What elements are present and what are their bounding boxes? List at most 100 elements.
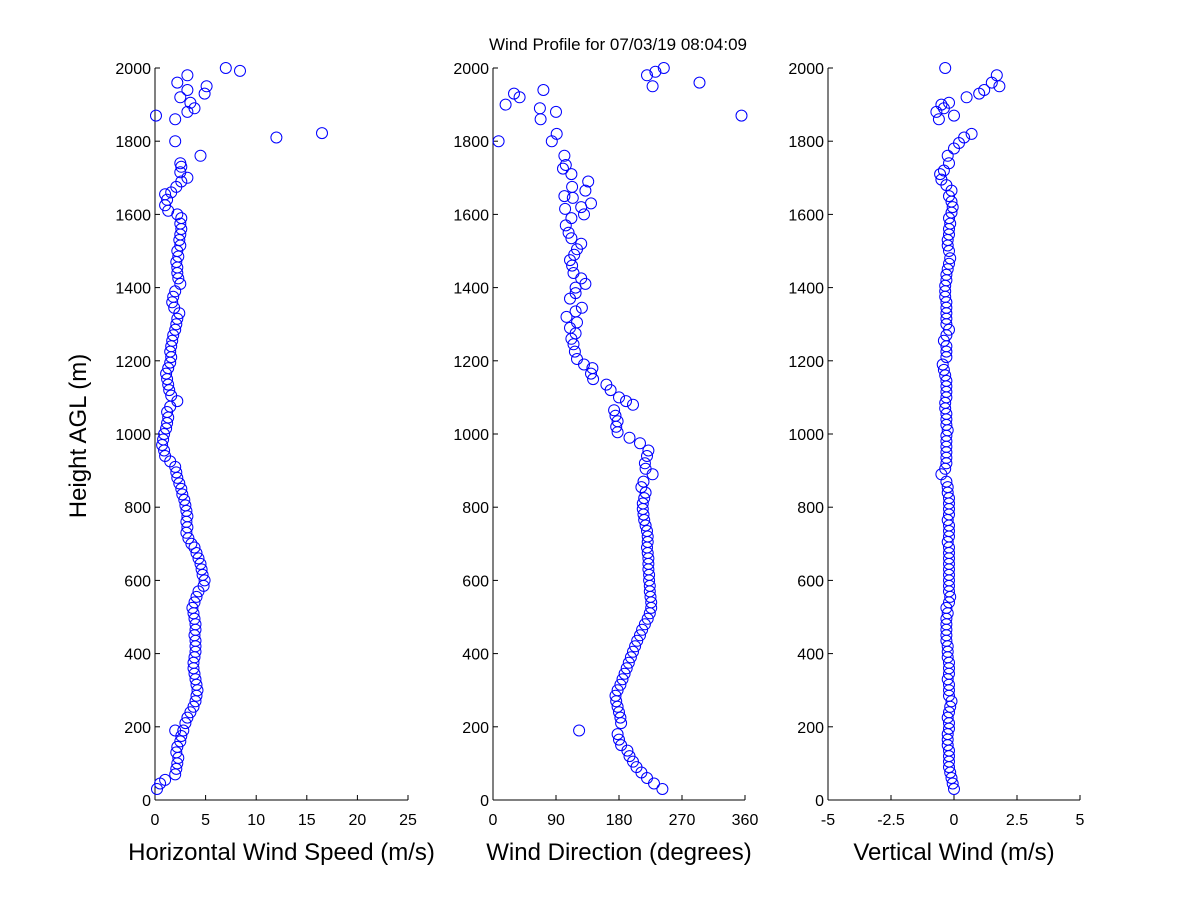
- data-point: [600, 378, 613, 391]
- data-point: [558, 149, 571, 162]
- data-point: [636, 623, 649, 636]
- data-point: [935, 173, 948, 186]
- data-point: [568, 345, 581, 358]
- data-point: [585, 367, 597, 380]
- data-point: [642, 444, 655, 457]
- data-point: [161, 193, 174, 206]
- data-point: [171, 76, 184, 89]
- data-point: [613, 706, 625, 719]
- data-point: [586, 362, 599, 375]
- data-point: [567, 267, 580, 279]
- data-point: [993, 80, 1006, 93]
- data-point: [181, 69, 194, 82]
- data-point: [948, 783, 960, 795]
- x-tick-label: 0: [151, 812, 160, 829]
- data-point: [550, 105, 562, 118]
- data-point: [657, 62, 670, 74]
- data-point: [948, 109, 960, 122]
- data-point: [177, 724, 190, 737]
- data-point: [943, 96, 955, 109]
- data-point: [579, 184, 592, 197]
- y-tick-label: 2000: [453, 61, 489, 78]
- data-point: [159, 188, 172, 201]
- data-point: [174, 166, 187, 179]
- data-point: [169, 724, 182, 737]
- data-point: [166, 334, 179, 347]
- data-point: [270, 131, 283, 144]
- data-point: [566, 180, 579, 193]
- data-point: [636, 497, 649, 510]
- data-point: [641, 525, 653, 537]
- x-tick-label: 10: [247, 812, 265, 829]
- data-point: [175, 212, 188, 225]
- data-point: [932, 113, 945, 126]
- data-point: [179, 717, 192, 730]
- data-point: [943, 212, 955, 225]
- data-point: [533, 102, 546, 115]
- data-point: [611, 684, 624, 697]
- x-tick-label: 0: [950, 812, 959, 829]
- data-point: [565, 168, 578, 181]
- y-tick-label: 1000: [115, 427, 151, 444]
- data-point: [609, 409, 622, 422]
- x-tick-label: 0: [489, 812, 498, 829]
- x-tick-label: 90: [547, 812, 565, 829]
- data-point: [611, 415, 624, 428]
- data-point: [166, 296, 179, 309]
- data-point: [569, 305, 582, 318]
- data-point: [559, 219, 572, 232]
- data-point: [638, 618, 651, 631]
- data-point: [575, 301, 588, 314]
- data-point: [170, 318, 183, 331]
- data-point: [608, 404, 621, 417]
- data-point: [198, 574, 211, 587]
- data-point: [157, 433, 170, 446]
- y-tick-label: 800: [462, 500, 489, 517]
- data-point: [638, 457, 651, 470]
- y-tick-label: 400: [124, 647, 151, 664]
- data-point: [613, 391, 625, 404]
- data-point: [181, 84, 194, 96]
- x-tick-label: 5: [201, 812, 210, 829]
- data-point: [565, 212, 578, 225]
- y-tick-label: 1600: [788, 207, 824, 224]
- data-point: [693, 76, 706, 89]
- data-point: [941, 481, 954, 494]
- data-point: [171, 740, 184, 753]
- data-point: [170, 466, 183, 479]
- y-axis-label: Height AGL (m): [65, 354, 92, 519]
- data-point: [638, 492, 651, 505]
- figure-title: Wind Profile for 07/03/19 08:04:09: [489, 35, 747, 54]
- y-tick-label: 400: [462, 647, 489, 664]
- data-point: [219, 62, 232, 74]
- data-point: [582, 175, 595, 188]
- data-point: [195, 563, 208, 576]
- y-tick-label: 1800: [788, 134, 824, 151]
- data-point: [941, 263, 954, 276]
- data-point: [562, 226, 575, 239]
- data-point: [648, 777, 660, 790]
- y-tick-label: 1000: [788, 427, 824, 444]
- data-point: [559, 202, 572, 215]
- data-point: [958, 131, 971, 144]
- data-point: [945, 695, 958, 708]
- x-tick-label: -5: [821, 812, 835, 829]
- x-axis-label: Wind Direction (degrees): [486, 839, 751, 866]
- data-point: [194, 149, 207, 162]
- data-point: [940, 374, 953, 387]
- x-axis-label: Vertical Wind (m/s): [853, 839, 1054, 866]
- data-point: [622, 656, 635, 669]
- data-point: [569, 287, 582, 300]
- data-point: [575, 237, 588, 250]
- data-point: [641, 69, 653, 82]
- data-point: [194, 557, 207, 570]
- y-tick-label: 1200: [115, 354, 151, 371]
- data-point: [316, 127, 328, 140]
- data-point: [160, 367, 173, 380]
- data-point: [941, 149, 954, 162]
- data-point: [578, 208, 590, 221]
- data-point: [492, 135, 505, 148]
- data-point: [573, 724, 586, 737]
- data-point: [175, 482, 188, 495]
